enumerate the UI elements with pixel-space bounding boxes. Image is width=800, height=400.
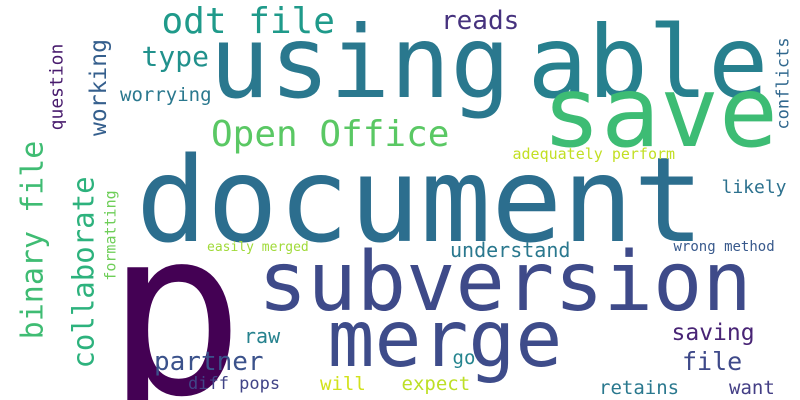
cloud-word: worrying [120,83,212,106]
cloud-word: question [45,43,67,131]
cloud-word: file [682,346,743,376]
cloud-word: using [209,4,511,121]
cloud-word: expect [401,372,471,395]
cloud-word: merge [327,295,563,385]
cloud-word: diff pops [188,373,281,394]
cloud-word: retains [599,376,680,399]
cloud-word: working [85,38,112,136]
cloud-word: odt file [161,1,335,42]
cloud-word: conflicts [773,36,794,130]
cloud-word: will [320,372,366,395]
cloud-word: go [452,346,476,369]
cloud-word: want [729,376,775,399]
cloud-word: able [527,4,769,121]
cloud-word: reads [441,6,520,36]
cloud-word: Open Office [211,114,450,155]
cloud-word: raw [244,324,281,348]
cloud-word: binary file [14,140,50,340]
cloud-word: likely [721,177,787,198]
cloud-word: saving [671,319,755,346]
cloud-word: formatting [101,189,120,281]
cloud-word: adequately perform [512,144,676,163]
cloud-word: partner [154,347,264,377]
cloud-word: subversion [258,235,752,330]
cloud-word: wrong method [673,239,775,255]
cloud-word: collaborate [66,175,101,369]
cloud-word: p [106,181,245,400]
cloud-word: document [136,131,705,269]
cloud-word: understand [450,238,571,262]
cloud-word: type [141,40,209,73]
cloud-word: save [542,56,779,170]
cloud-word: easily merged [207,239,309,255]
